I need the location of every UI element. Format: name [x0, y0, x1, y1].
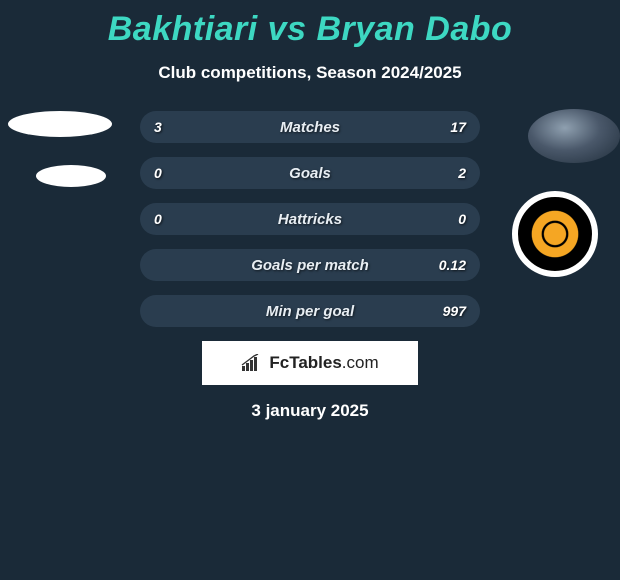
club-badge-icon	[528, 207, 582, 261]
stat-left-value: 0	[154, 165, 162, 181]
stat-label: Matches	[280, 119, 340, 136]
stat-label: Goals	[289, 165, 331, 182]
stat-label: Goals per match	[251, 257, 369, 274]
player1-club-badge	[36, 165, 106, 187]
stat-row: 0 Hattricks 0	[140, 203, 480, 235]
source-badge: FcTables.com	[202, 341, 418, 385]
brand-main: FcTables	[269, 353, 341, 372]
player2-photo	[528, 109, 620, 163]
subtitle: Club competitions, Season 2024/2025	[0, 63, 620, 83]
player1-photo	[8, 111, 112, 137]
stat-right-value: 17	[450, 119, 466, 135]
bar-chart-icon	[241, 354, 263, 372]
stat-right-value: 997	[443, 303, 466, 319]
stat-right-value: 0	[458, 211, 466, 227]
stat-left-value: 0	[154, 211, 162, 227]
player2-club-badge	[512, 191, 598, 277]
stat-left-value: 3	[154, 119, 162, 135]
stat-label: Min per goal	[266, 303, 354, 320]
stat-row: Min per goal 997	[140, 295, 480, 327]
stat-row: 3 Matches 17	[140, 111, 480, 143]
brand-domain: .com	[342, 353, 379, 372]
stat-row: Goals per match 0.12	[140, 249, 480, 281]
stat-right-value: 2	[458, 165, 466, 181]
stat-label: Hattricks	[278, 211, 342, 228]
stats-area: 3 Matches 17 0 Goals 2 0 Hattricks 0 Goa…	[0, 111, 620, 327]
date: 3 january 2025	[0, 401, 620, 421]
source-badge-text: FcTables.com	[269, 353, 378, 373]
stat-right-value: 0.12	[439, 257, 466, 273]
page-title: Bakhtiari vs Bryan Dabo	[0, 0, 620, 49]
stat-row: 0 Goals 2	[140, 157, 480, 189]
